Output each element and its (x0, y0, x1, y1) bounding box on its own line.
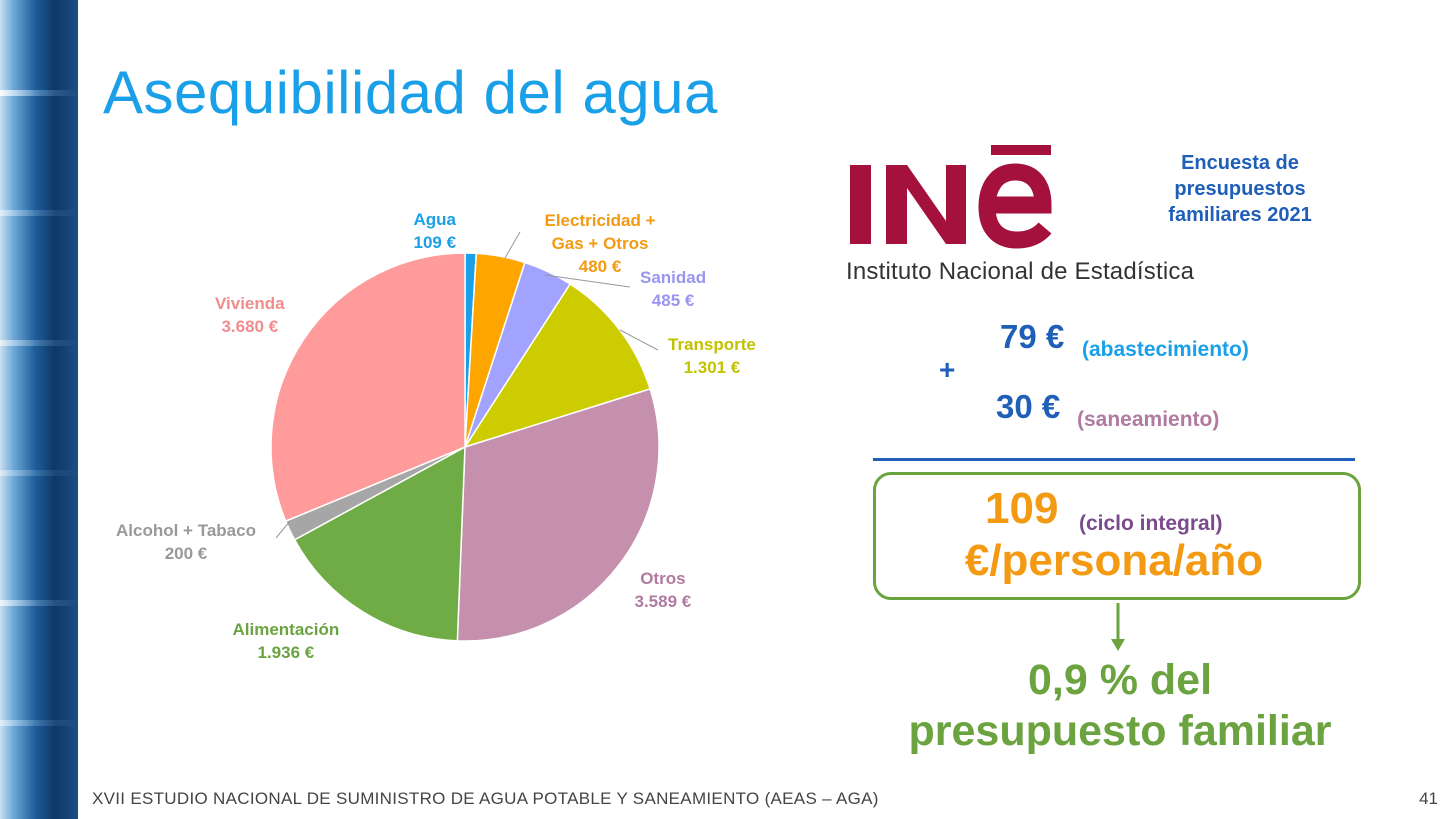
pie-label-alcohol-tabaco: Alcohol + Tabaco 200 € (116, 519, 256, 565)
ine-logo-macron (991, 145, 1051, 155)
pie-label-value: 480 € (578, 256, 622, 276)
survey-label-line: Encuesta de (1181, 152, 1299, 174)
pie-label-value: 1.301 € (683, 358, 741, 377)
slide-title: Asequibilidad del agua (103, 59, 718, 126)
plus-sign: + (939, 354, 956, 385)
pie-label-value: 3.680 € (221, 317, 279, 336)
footer-text: XVII ESTUDIO NACIONAL DE SUMINISTRO DE A… (92, 789, 879, 808)
pie-label-name: Vivienda (215, 294, 285, 313)
pie-leader-line (544, 274, 631, 288)
pie-leader-line (275, 520, 291, 539)
pie-label-sanidad: Sanidad 485 € (640, 266, 706, 312)
pie-label-name: Alcohol + Tabaco (116, 521, 256, 540)
pie-label-name: Alimentación (232, 620, 340, 639)
result-box (873, 472, 1361, 600)
pie-label-value: 109 € (413, 233, 457, 252)
pie-slice-alimentaci-n (293, 445, 466, 642)
pie-label-name: Agua (413, 210, 457, 229)
pie-label-name: Otros (640, 569, 686, 588)
pie-label-transporte: Transporte 1.301 € (668, 333, 756, 379)
pie-slice-transporte (463, 282, 652, 449)
survey-label: Encuesta de presupuestos familiares 2021 (1140, 150, 1340, 228)
conclusion-line: presupuesto familiar (908, 707, 1332, 755)
pie-label-agua: Agua 109 € (414, 208, 457, 254)
pie-leader-line (619, 329, 659, 351)
ine-logo (850, 145, 1052, 249)
page-number: 41 (1419, 789, 1438, 808)
pie-label-value: 3.589 € (634, 592, 692, 611)
survey-label-line: presupuestos (1174, 178, 1306, 200)
pie-label-name: Sanidad (640, 268, 707, 287)
pie-label-value: 485 € (651, 291, 695, 310)
pie-label-vivienda: Vivienda 3.680 € (215, 292, 285, 338)
pie-slice-otros (456, 387, 660, 642)
supply-value: 79 € (1000, 318, 1065, 355)
sum-divider (873, 458, 1355, 461)
ine-logo-letter-n (886, 165, 966, 244)
pie-slice-vivienda (270, 252, 466, 523)
pie-label-name: Gas + Otros (551, 233, 649, 253)
total-value: 109 (985, 484, 1059, 533)
ine-logo-letter-i (850, 165, 871, 244)
pie-label-value: 200 € (164, 544, 208, 563)
survey-label-line: familiares 2021 (1168, 204, 1312, 226)
total-unit: €/persona/año (964, 536, 1264, 585)
pie-label-name: Transporte (668, 335, 756, 354)
conclusion-text: 0,9 % del presupuesto familiar (860, 655, 1380, 757)
pie-label-otros: Otros 3.589 € (635, 567, 692, 613)
conclusion-line: 0,9 % del (1027, 656, 1213, 704)
ine-logo-letter-e (978, 163, 1052, 249)
pie-leader-line (504, 231, 521, 259)
ine-subtitle: Instituto Nacional de Estadística (846, 258, 1195, 285)
pie-label-name: Electricidad + (544, 210, 656, 230)
total-label: (ciclo integral) (1079, 512, 1223, 535)
supply-label: (abastecimiento) (1082, 338, 1249, 361)
pie-label-value: 1.936 € (257, 643, 315, 662)
down-arrow-icon (1111, 603, 1125, 651)
sanitation-value: 30 € (996, 388, 1061, 425)
pie-label-electricidad-gas-otros: Electricidad + Gas + Otros 480 € (545, 209, 656, 278)
pie-label-alimentaci-n: Alimentación 1.936 € (233, 618, 340, 664)
pie-chart (270, 231, 660, 642)
side-decoration-strip (0, 0, 78, 819)
sanitation-label: (saneamiento) (1077, 408, 1220, 431)
